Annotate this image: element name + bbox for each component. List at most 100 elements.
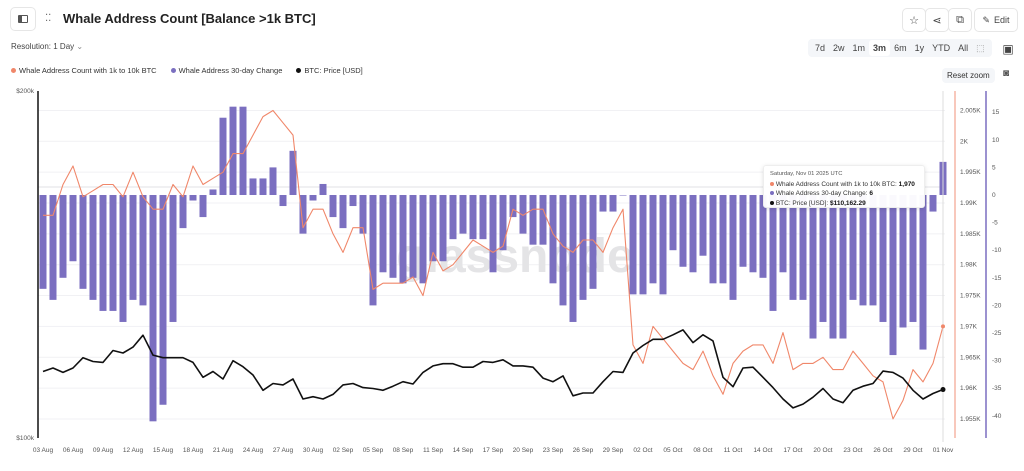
chevron-down-icon: ⌄ bbox=[76, 42, 84, 51]
range-selector: 7d 2w 1m 3m 6m 1y YTD All ⬚ bbox=[808, 39, 992, 57]
change-bar bbox=[109, 195, 117, 311]
change-bar bbox=[909, 195, 917, 322]
count-tick-label: 2K bbox=[960, 138, 969, 145]
change-bar bbox=[139, 195, 147, 306]
range-1y[interactable]: 1y bbox=[914, 43, 925, 53]
hover-point-count bbox=[941, 324, 945, 329]
change-bar bbox=[819, 195, 827, 322]
change-tick-label: -30 bbox=[992, 358, 1002, 365]
change-tick-label: -20 bbox=[992, 302, 1002, 309]
camera-icon[interactable]: ◙ bbox=[1003, 68, 1010, 79]
range-all[interactable]: All bbox=[958, 43, 969, 53]
change-bar bbox=[639, 195, 647, 295]
legend-dot bbox=[11, 68, 16, 73]
x-tick-label: 08 Sep bbox=[393, 447, 414, 454]
change-bar bbox=[629, 195, 637, 295]
count-tick-label: 1.965K bbox=[960, 354, 981, 361]
count-tick-label: 1.98K bbox=[960, 262, 978, 269]
change-bar bbox=[519, 195, 527, 234]
copy-button[interactable]: ⧉ bbox=[948, 8, 972, 32]
x-tick-label: 14 Sep bbox=[453, 447, 474, 454]
change-tick-label: 0 bbox=[992, 192, 996, 199]
change-bar bbox=[919, 195, 927, 350]
change-bar bbox=[849, 195, 857, 300]
change-bar bbox=[749, 195, 757, 273]
change-bar bbox=[829, 195, 837, 339]
chart-legend: Whale Address Count with 1k to 10k BTC W… bbox=[11, 66, 363, 75]
change-bar bbox=[409, 195, 417, 278]
range-6m[interactable]: 6m bbox=[894, 43, 907, 53]
sidebar-toggle-button[interactable] bbox=[10, 7, 36, 31]
calendar-button[interactable]: ▣ bbox=[996, 37, 1020, 61]
change-bar bbox=[429, 195, 437, 262]
x-tick-label: 12 Aug bbox=[123, 447, 144, 454]
change-bar bbox=[339, 195, 347, 229]
x-tick-label: 29 Sep bbox=[603, 447, 624, 454]
count-line bbox=[43, 109, 944, 420]
x-tick-label: 17 Oct bbox=[783, 447, 802, 454]
count-tick-label: 1.99K bbox=[960, 200, 978, 207]
hover-point-price bbox=[940, 387, 946, 393]
change-bar bbox=[559, 195, 567, 306]
resolution-dropdown[interactable]: Resolution: 1 Day ⌄ bbox=[11, 42, 83, 51]
legend-dot bbox=[170, 68, 176, 73]
share-button[interactable]: ⋖ bbox=[925, 8, 949, 32]
copy-icon: ⧉ bbox=[956, 13, 964, 26]
x-tick-label: 11 Sep bbox=[423, 447, 444, 454]
range-1m[interactable]: 1m bbox=[852, 43, 866, 53]
change-bar bbox=[199, 195, 207, 218]
change-bar bbox=[69, 195, 77, 262]
legend-item-change[interactable]: Whale Address 30-day Change bbox=[170, 66, 282, 75]
change-bar bbox=[99, 195, 107, 311]
range-ytd[interactable]: YTD bbox=[932, 43, 951, 53]
price-tick-label: $200k bbox=[16, 88, 34, 95]
change-tick-label: 5 bbox=[992, 164, 996, 171]
x-tick-label: 02 Sep bbox=[333, 447, 354, 454]
change-bar bbox=[269, 167, 277, 195]
change-bar bbox=[39, 195, 47, 289]
change-bar bbox=[539, 195, 547, 245]
legend-item-price[interactable]: BTC: Price [USD] bbox=[296, 66, 363, 75]
count-tick-label: 1.96K bbox=[960, 385, 978, 392]
reset-zoom-button[interactable]: Reset zoom bbox=[942, 68, 995, 83]
star-icon: ☆ bbox=[909, 14, 919, 27]
legend-label: Whale Address Count with 1k to 10k BTC bbox=[19, 66, 157, 75]
change-bar bbox=[479, 195, 487, 240]
x-tick-label: 21 Aug bbox=[213, 447, 234, 454]
count-tick-label: 1.955K bbox=[960, 416, 981, 423]
tooltip: Saturday, Nov 01 2025 UTC Whale Address … bbox=[763, 165, 925, 208]
change-bar bbox=[839, 195, 847, 339]
legend-item-count[interactable]: Whale Address Count with 1k to 10k BTC bbox=[11, 66, 157, 75]
range-7d[interactable]: 7d bbox=[815, 43, 826, 53]
zoom-select-icon[interactable]: ⬚ bbox=[976, 42, 985, 53]
change-bar bbox=[869, 195, 877, 306]
change-bar bbox=[159, 195, 167, 405]
change-bar bbox=[239, 106, 247, 195]
edit-button[interactable]: ✎ Edit bbox=[974, 8, 1018, 32]
tooltip-date: Saturday, Nov 01 2025 UTC bbox=[770, 171, 843, 177]
count-tick-label: 1.97K bbox=[960, 323, 978, 330]
change-tick-label: 15 bbox=[992, 109, 1000, 116]
x-tick-label: 20 Oct bbox=[813, 447, 832, 454]
x-tick-label: 20 Sep bbox=[513, 447, 534, 454]
change-tick-label: -10 bbox=[992, 247, 1002, 254]
range-2w[interactable]: 2w bbox=[833, 43, 845, 53]
change-bar bbox=[169, 195, 177, 322]
change-tick-label: -40 bbox=[992, 413, 1002, 420]
change-bar bbox=[399, 195, 407, 284]
change-bar bbox=[509, 195, 517, 218]
change-bar bbox=[779, 195, 787, 273]
change-bar bbox=[499, 195, 507, 251]
change-bar bbox=[769, 195, 777, 311]
range-3m[interactable]: 3m bbox=[869, 40, 891, 56]
x-tick-label: 08 Oct bbox=[693, 447, 712, 454]
change-bar bbox=[879, 195, 887, 322]
x-tick-label: 18 Aug bbox=[183, 447, 204, 454]
change-bar bbox=[579, 195, 587, 300]
edit-label: Edit bbox=[994, 15, 1010, 25]
change-bar bbox=[799, 195, 807, 300]
change-bar bbox=[189, 195, 197, 201]
x-tick-label: 11 Oct bbox=[724, 447, 743, 454]
change-bar bbox=[229, 106, 237, 195]
drag-handle-icon[interactable]: ⁚⁚ bbox=[45, 13, 52, 24]
